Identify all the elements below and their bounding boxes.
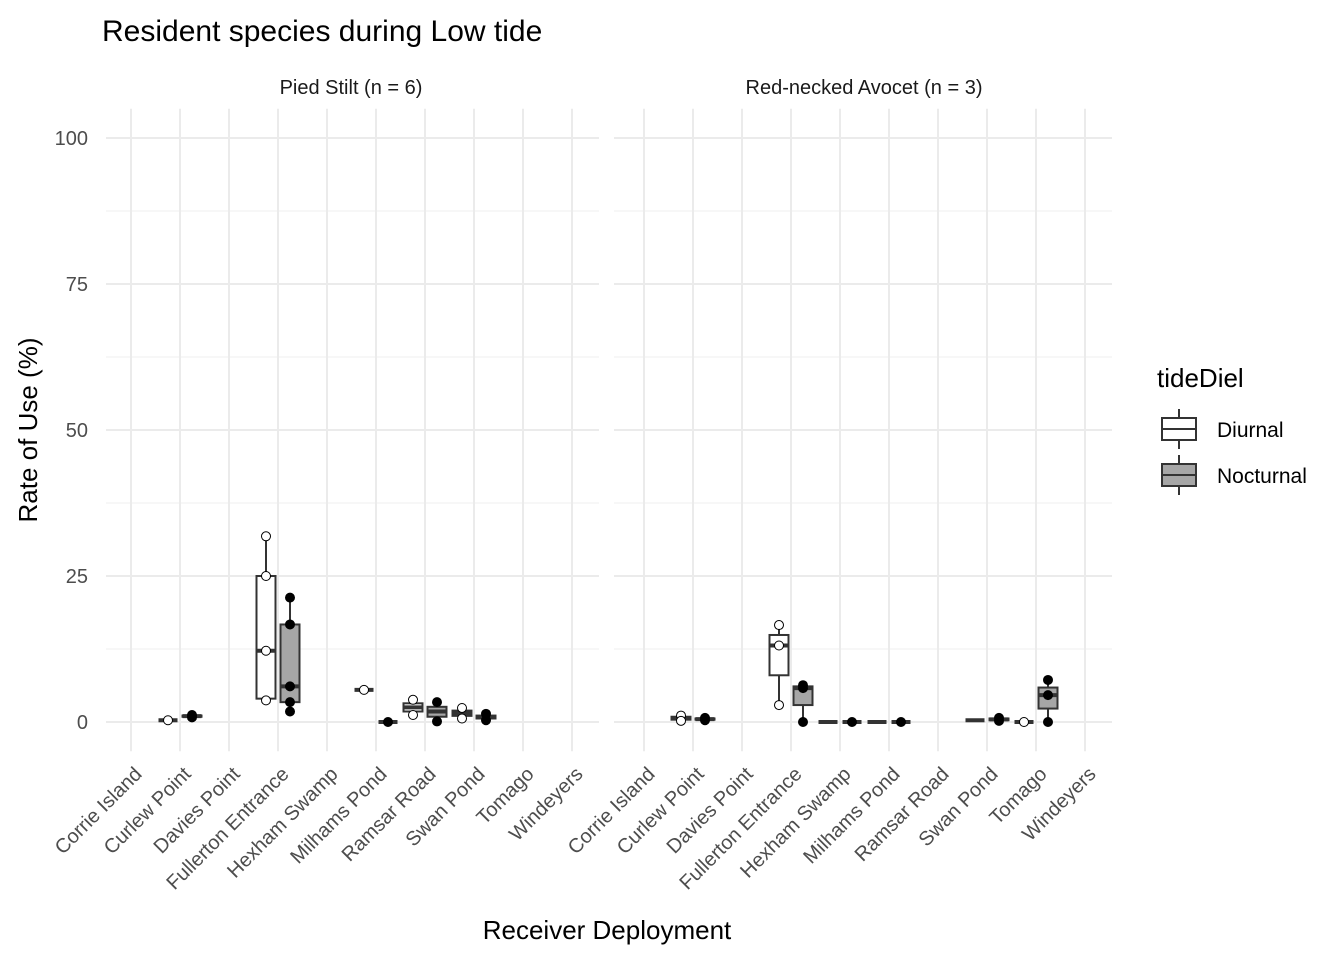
box-fullerton-entrance-nocturnal [279, 592, 301, 717]
box-curlew-point-nocturnal [694, 712, 716, 726]
data-point [163, 715, 173, 726]
data-point [261, 645, 271, 656]
data-point [383, 717, 393, 727]
data-point [432, 716, 442, 727]
data-point [1043, 690, 1053, 701]
data-point [676, 715, 686, 726]
box-ramsar-road-nocturnal [426, 697, 448, 727]
legend-item-diurnal: Diurnal [1161, 409, 1284, 449]
data-point [774, 700, 784, 711]
data-point [798, 717, 808, 727]
panel-grid [614, 108, 1112, 752]
panel-strip-label: Pied Stilt (n = 6) [280, 77, 423, 99]
data-point [798, 683, 808, 694]
data-point [1043, 674, 1053, 685]
panel-marks [670, 620, 1059, 727]
panel-strip-label: Red-necked Avocet (n = 3) [746, 77, 983, 99]
panel-red-necked-avocet: Red-necked Avocet (n = 3) Corrie IslandC… [564, 77, 1112, 894]
y-tick-label: 75 [66, 274, 88, 296]
legend-label: Diurnal [1217, 419, 1284, 442]
data-point [1043, 717, 1053, 727]
legend-label: Nocturnal [1217, 465, 1307, 488]
box-fullerton-entrance-diurnal [768, 620, 790, 711]
x-axis-title: Receiver Deployment [483, 915, 732, 945]
data-point [847, 717, 857, 727]
box-iqr [255, 575, 277, 700]
y-tick-label: 100 [55, 128, 88, 150]
data-point [261, 571, 271, 581]
data-point [285, 619, 295, 630]
data-point [187, 709, 197, 720]
chart-title: Resident species during Low tide [102, 15, 542, 48]
data-point [700, 715, 710, 726]
legend-items: Diurnal Nocturnal [1161, 409, 1307, 495]
legend-item-nocturnal: Nocturnal [1161, 455, 1307, 495]
data-point [285, 681, 295, 692]
y-tick-label: 50 [66, 420, 88, 442]
y-tick-label: 25 [66, 566, 88, 588]
data-point [285, 592, 295, 603]
y-axis-title: Rate of Use (%) [13, 338, 43, 523]
data-point [261, 695, 271, 706]
box-milhams-pond-diurnal [354, 684, 374, 695]
data-point [774, 620, 784, 631]
box-swan-pond-nocturnal [475, 708, 497, 726]
data-point [896, 717, 906, 727]
box-tomago-diurnal [1014, 717, 1034, 727]
box-tomago-nocturnal [1037, 674, 1059, 727]
box-curlew-point-diurnal [670, 710, 692, 726]
data-point [408, 694, 418, 705]
box-curlew-point-diurnal [158, 715, 178, 726]
legend: tideDiel Diurnal Nocturnal [1157, 363, 1307, 495]
data-point [457, 713, 467, 724]
data-point [285, 706, 295, 717]
data-point [408, 709, 418, 720]
data-point [261, 531, 271, 542]
data-point [774, 640, 784, 651]
panel-marks [158, 531, 497, 727]
box-swan-pond-diurnal [451, 702, 473, 724]
data-point [432, 697, 442, 708]
box-milhams-pond-nocturnal [891, 717, 911, 727]
data-point [285, 697, 295, 708]
box-milhams-pond-nocturnal [378, 717, 398, 727]
legend-title: tideDiel [1157, 363, 1244, 393]
box-fullerton-entrance-diurnal [255, 531, 277, 706]
box-fullerton-entrance-nocturnal [792, 680, 814, 727]
box-ramsar-road-diurnal [402, 694, 424, 720]
data-point [994, 715, 1004, 726]
y-tick-label: 0 [77, 712, 88, 734]
data-point [481, 715, 491, 726]
box-swan-pond-nocturnal [988, 712, 1010, 726]
box-hexham-swamp-nocturnal [842, 717, 862, 727]
panel-grid [106, 108, 599, 752]
box-curlew-point-nocturnal [181, 709, 203, 723]
y-tick-labels: 0 25 50 75 100 [55, 128, 88, 734]
data-point [359, 684, 369, 695]
data-point [457, 702, 467, 713]
data-point [1019, 717, 1029, 727]
